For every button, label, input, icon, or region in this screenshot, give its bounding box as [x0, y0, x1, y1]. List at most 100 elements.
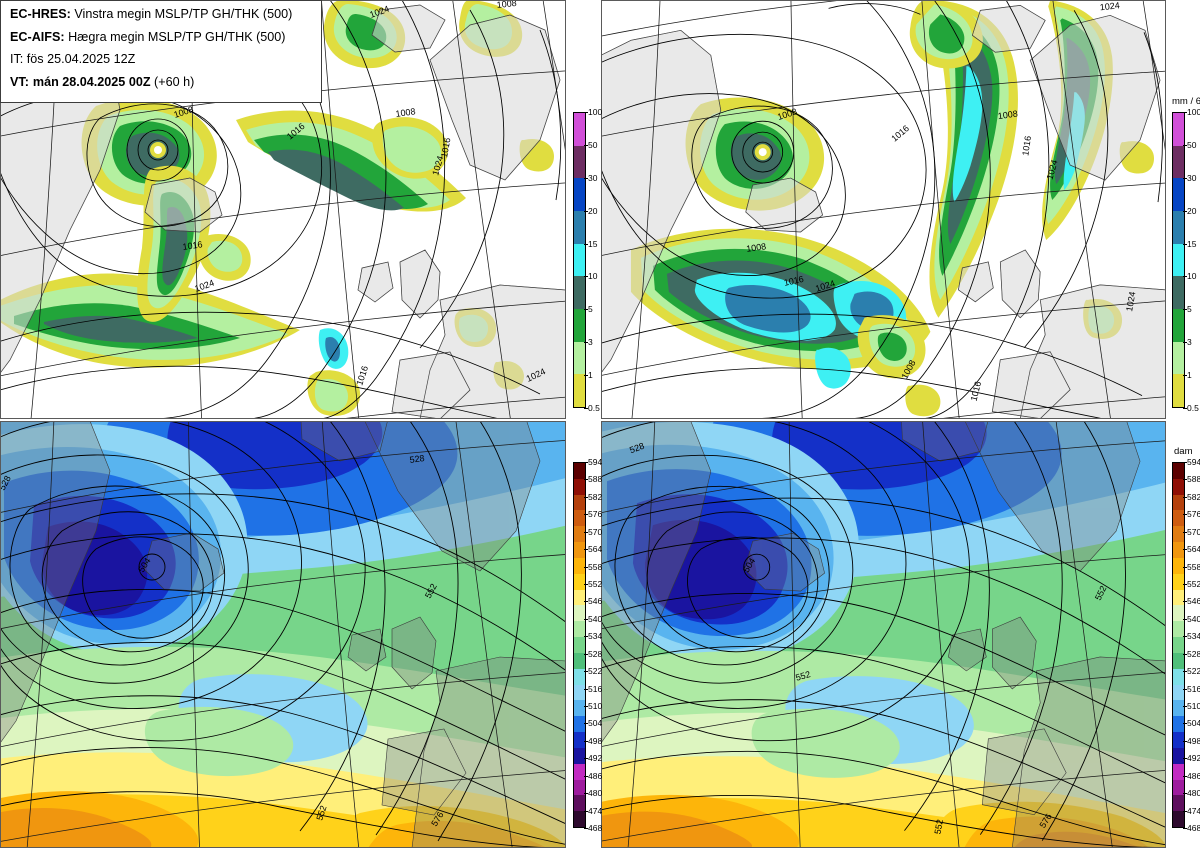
colorbar-tick-label: 534 [1183, 632, 1200, 641]
colorbar-tick-label: 15 [1183, 240, 1196, 249]
colorbar-tick-mark [584, 210, 588, 212]
colorbar-segment [574, 811, 585, 828]
legend-label-it: IT: [10, 52, 24, 67]
colorbar-tick-label: 5 [1183, 305, 1192, 314]
colorbar-tick-label: 528 [584, 650, 602, 659]
colorbar-segment [574, 557, 585, 574]
colorbar-segment [1173, 668, 1184, 685]
colorbar-thickness-left-strip [573, 462, 586, 828]
colorbar-tick-mark [584, 408, 588, 409]
colorbar-segment [1173, 178, 1184, 212]
colorbar-tick-label: 558 [1183, 563, 1200, 572]
colorbar-segment [1173, 700, 1184, 717]
colorbar-segment [1173, 243, 1184, 277]
colorbar-tick-mark [584, 276, 588, 278]
colorbar-tick-label: 558 [584, 563, 602, 572]
colorbar-tick-mark [1183, 309, 1187, 311]
colorbar-segment [1173, 779, 1184, 796]
height-contours-bottom-right [601, 421, 1166, 848]
colorbar-tick-label: 534 [584, 632, 602, 641]
colorbar-tick-mark [584, 112, 588, 113]
colorbar-tick-label: 3 [1183, 338, 1192, 347]
colorbar-tick-label: 0.5 [584, 404, 600, 413]
forecast-info-box: EC-HRES: Vinstra megin MSLP/TP GH/THK (5… [0, 0, 322, 103]
colorbar-segment [574, 589, 585, 606]
colorbar-tick-mark [1183, 496, 1187, 498]
contour-label-552: 552 [794, 669, 811, 683]
colorbar-tick-label: 516 [1183, 685, 1200, 694]
colorbar-tick-mark [584, 309, 588, 311]
isobars-top-left [0, 0, 562, 419]
colorbar-tick-label: 594 [1183, 458, 1200, 467]
colorbar-tick-mark [584, 758, 588, 760]
colorbar-segment [574, 763, 585, 780]
colorbar-tick-mark [1183, 775, 1187, 777]
colorbar-tick-mark [584, 688, 588, 690]
colorbar-precip-right-strip [1172, 112, 1185, 408]
colorbar-segment [574, 211, 585, 244]
legend-row-valid-time: VT: mán 28.04.2025 00Z (+60 h) [10, 75, 312, 89]
colorbar-tick-label: 570 [1183, 528, 1200, 537]
colorbar-tick-mark [584, 723, 588, 725]
colorbar-tick-label: 522 [584, 667, 602, 676]
colorbar-tick-mark [584, 810, 588, 812]
colorbar-tick-label: 486 [1183, 772, 1200, 781]
colorbar-tick-mark [584, 828, 588, 829]
colorbar-segment [1173, 463, 1184, 479]
colorbar-segment [1173, 526, 1184, 543]
colorbar-tick-label: 30 [1183, 174, 1196, 183]
contour-label-1008: 1008 [746, 241, 767, 254]
colorbar-tick-label: 588 [1183, 475, 1200, 484]
colorbar-segment [574, 605, 585, 622]
colorbar-tick-mark [584, 618, 588, 620]
colorbar-tick-mark [1183, 531, 1187, 533]
colorbar-tick-mark [584, 514, 588, 516]
colorbar-tick-mark [1183, 758, 1187, 760]
colorbar-segment [574, 700, 585, 717]
colorbar-segment [574, 716, 585, 733]
colorbar-segment [1173, 621, 1184, 638]
colorbar-tick-mark [584, 462, 588, 463]
colorbar-tick-label: 474 [1183, 807, 1200, 816]
colorbar-tick-mark [1183, 618, 1187, 620]
colorbar-tick-label: 15 [584, 240, 597, 249]
colorbar-segment [1173, 145, 1184, 179]
colorbar-thickness-right: dam 594 588 582 576 570 564 558 552 546 540 534 528… [1172, 446, 1200, 836]
colorbar-tick-label: 576 [584, 510, 602, 519]
colorbar-tick-mark [584, 775, 588, 777]
colorbar-segment [574, 510, 585, 527]
colorbar-tick-mark [1183, 342, 1187, 344]
legend-row-ec-hres: EC-HRES: Vinstra megin MSLP/TP GH/THK (5… [10, 8, 312, 21]
colorbar-tick-mark [584, 144, 588, 146]
panel-top-right-aifs-mslp-tp: 1008 1008 1008 1016 1016 1016 1024 1024 … [601, 0, 1166, 419]
legend-text-it: fös 25.04.2025 12Z [23, 52, 136, 67]
colorbar-segment [1173, 309, 1184, 342]
colorbar-tick-label: 468 [1183, 824, 1200, 833]
colorbar-tick-label: 480 [1183, 789, 1200, 798]
colorbar-tick-label: 1 [584, 371, 593, 380]
colorbar-segment [1173, 478, 1184, 495]
colorbar-tick-mark [1183, 144, 1187, 146]
colorbar-segment [1173, 652, 1184, 669]
colorbar-tick-label: 50 [584, 141, 597, 150]
colorbar-precip-units: mm / 6h [1172, 96, 1200, 107]
colorbar-tick-mark [1183, 584, 1187, 585]
colorbar-tick-label: 582 [1183, 493, 1200, 502]
colorbar-tick-label: 498 [1183, 737, 1200, 746]
colorbar-segment [574, 526, 585, 543]
colorbar-tick-mark [1183, 636, 1187, 638]
colorbar-tick-mark [584, 671, 588, 673]
colorbar-segment [1173, 811, 1184, 828]
colorbar-segment [1173, 589, 1184, 606]
colorbar-tick-mark [1183, 479, 1187, 481]
contour-label-1016: 1016 [439, 137, 452, 158]
colorbar-tick-label: 0.5 [1183, 404, 1199, 413]
colorbar-segment [574, 494, 585, 511]
contour-label-528: 528 [628, 441, 645, 456]
colorbar-segment [574, 178, 585, 212]
colorbar-tick-label: 100 [1183, 108, 1200, 117]
colorbar-tick-mark [584, 531, 588, 533]
colorbar-tick-mark [1183, 828, 1187, 829]
colorbar-precip-left-strip [573, 112, 586, 408]
colorbar-segment [574, 747, 585, 764]
